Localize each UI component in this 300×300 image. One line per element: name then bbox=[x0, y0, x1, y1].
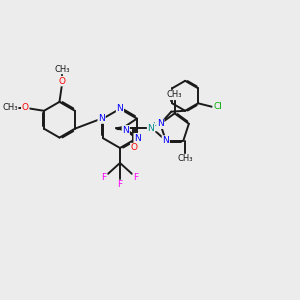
Text: N: N bbox=[117, 104, 123, 113]
Text: N: N bbox=[148, 124, 154, 133]
Text: Cl: Cl bbox=[213, 102, 222, 111]
Text: O: O bbox=[59, 76, 66, 85]
Text: F: F bbox=[102, 173, 107, 182]
Text: CH₃: CH₃ bbox=[167, 91, 182, 100]
Text: N: N bbox=[122, 126, 129, 135]
Text: F: F bbox=[117, 180, 122, 189]
Text: N: N bbox=[134, 134, 141, 143]
Text: H: H bbox=[152, 122, 158, 130]
Text: CH₃: CH₃ bbox=[55, 64, 70, 74]
Text: N: N bbox=[162, 136, 169, 145]
Text: O: O bbox=[131, 143, 138, 152]
Text: N: N bbox=[98, 114, 105, 123]
Text: N: N bbox=[157, 119, 164, 128]
Text: CH₃: CH₃ bbox=[177, 154, 193, 164]
Text: CH₃: CH₃ bbox=[2, 103, 18, 112]
Text: F: F bbox=[133, 173, 138, 182]
Text: O: O bbox=[22, 103, 29, 112]
